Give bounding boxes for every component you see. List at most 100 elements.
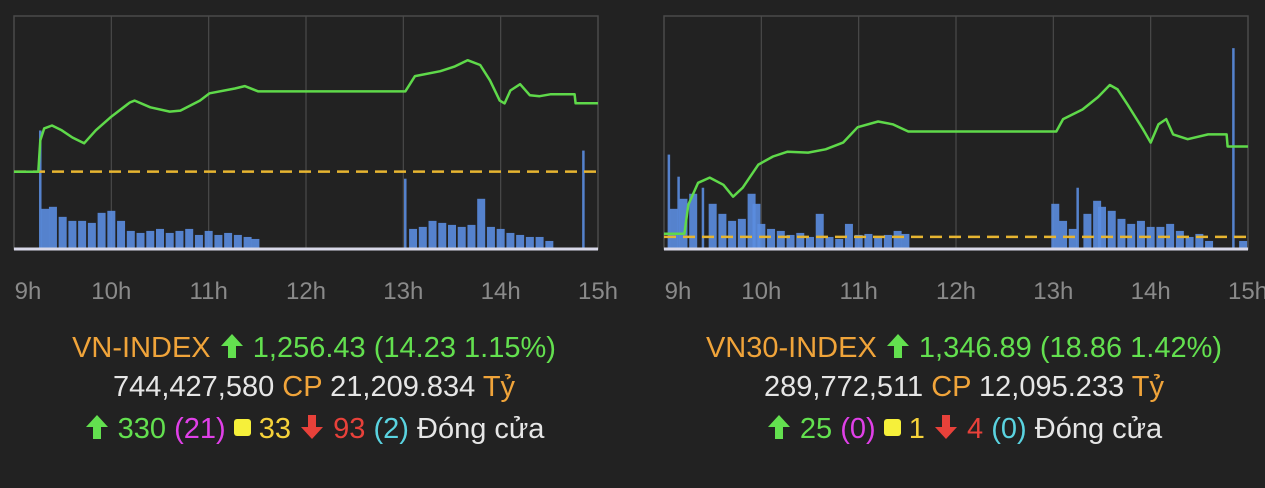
volume-bar [1175,230,1184,249]
x-tick-label: 14h [1131,278,1171,305]
market-status: Đóng cửa [1034,413,1163,445]
volume-bar [48,206,57,249]
volume-bar [243,236,252,249]
volume-bar [825,236,834,249]
index-value: 1,346.89 [918,332,1032,364]
x-tick-label: 15h [578,278,618,305]
decliners-count: 4 [967,413,984,445]
volume-bar [185,228,194,249]
x-tick-label: 11h [840,278,878,305]
volume-bar [728,220,737,249]
volume-bar [224,232,233,249]
volume-bar [1098,206,1106,249]
volume-bar [1059,220,1068,249]
volume-bar [708,203,717,249]
volume-bar [448,224,456,249]
volume-bar [679,198,688,249]
index-change: (14.23 1.15%) [373,332,556,364]
x-tick-label: 12h [936,278,976,305]
volume-bar [1239,240,1248,249]
volume-bar [1185,236,1194,249]
volume-bar [409,228,418,249]
volume-value: 289,772,511 [764,371,924,403]
volume-bar [835,238,844,249]
volume-bar [1117,218,1126,249]
volume-bar [689,193,698,249]
x-tick-label: 13h [1033,278,1073,305]
volume-bar [418,226,427,249]
volume-bar [1068,228,1077,249]
x-tick-label: 9h [665,278,692,305]
volume-bar [844,223,853,249]
volume-unit: CP [931,371,971,403]
volume-bar [404,178,407,249]
volume-bar [815,213,824,249]
volume-bar [1051,203,1060,249]
arrow-up-icon [220,334,243,358]
x-tick-label: 12h [286,278,326,305]
volume-bar [194,234,203,249]
volume-bar [175,230,184,249]
volume-bar [428,220,437,249]
volume-bar [677,176,680,249]
vn-index-chart: 9h 10h 11h 12h 13h 14h 15h [13,15,618,305]
volume-value: 744,427,580 [112,371,275,403]
volume-bar [718,213,727,249]
volume-bar [1205,240,1214,249]
volume-bar [854,234,863,249]
x-tick-label: 10h [741,278,781,305]
volume-bar [1093,200,1102,249]
volume-bar [204,230,213,249]
volume-bar [438,222,447,249]
ceiling-count: (0) [840,413,876,445]
floor-count: (2) [373,413,409,445]
volume-bar [767,228,776,249]
volume-bar [467,224,476,249]
volume-bar [582,150,585,249]
unchanged-count: 33 [258,413,292,445]
volume-bar [1195,233,1204,249]
arrow-up-icon [85,415,108,439]
volume-bar [97,212,106,249]
volume-bar [752,203,761,249]
volume-bar [477,198,486,249]
volume-bar [78,220,87,249]
price-line [664,83,1248,235]
vn30-index-panel: 9h 10h 11h 12h 13h 14h 15h VN30-INDEX 1,346.89… [650,0,1265,488]
turnover-unit: Tỷ [482,371,516,403]
arrow-up-icon [767,415,790,439]
x-tick-label: 11h [190,278,228,305]
turnover-value: 21,209.834 [330,371,476,403]
volume-bar [535,236,544,249]
volume-bar [1076,187,1079,249]
volume-bar [117,220,126,249]
x-tick-label: 9h [15,278,42,305]
arrow-up-icon [886,334,909,358]
vn30-index-chart: 9h 10h 11h 12h 13h 14h 15h [663,15,1265,305]
volume-bar [68,220,77,249]
arrow-down-icon [301,415,324,439]
volume-bar [1136,220,1145,249]
decliners-count: 93 [333,413,366,445]
volume-bar [864,233,873,249]
volume-bar [747,193,756,249]
x-tick-label: 13h [383,278,423,305]
turnover-unit: Tỷ [1131,371,1164,403]
volume-bar [901,233,910,249]
volume-bar [545,240,554,249]
floor-count: (0) [991,413,1027,445]
volume-bar [41,208,50,249]
market-status: Đóng cửa [417,413,545,445]
volume-bar [883,234,892,249]
volume-bar [251,238,260,249]
volume-bar [516,234,525,249]
volume-unit: CP [282,371,323,403]
volume-bar [165,232,174,249]
volume-bar [136,232,145,249]
volume-bar [874,236,883,249]
volume-bar [796,232,805,249]
unchanged-square-icon [883,419,901,436]
volume-bar [776,230,785,249]
price-line [14,58,598,173]
volume-bar [496,228,505,249]
